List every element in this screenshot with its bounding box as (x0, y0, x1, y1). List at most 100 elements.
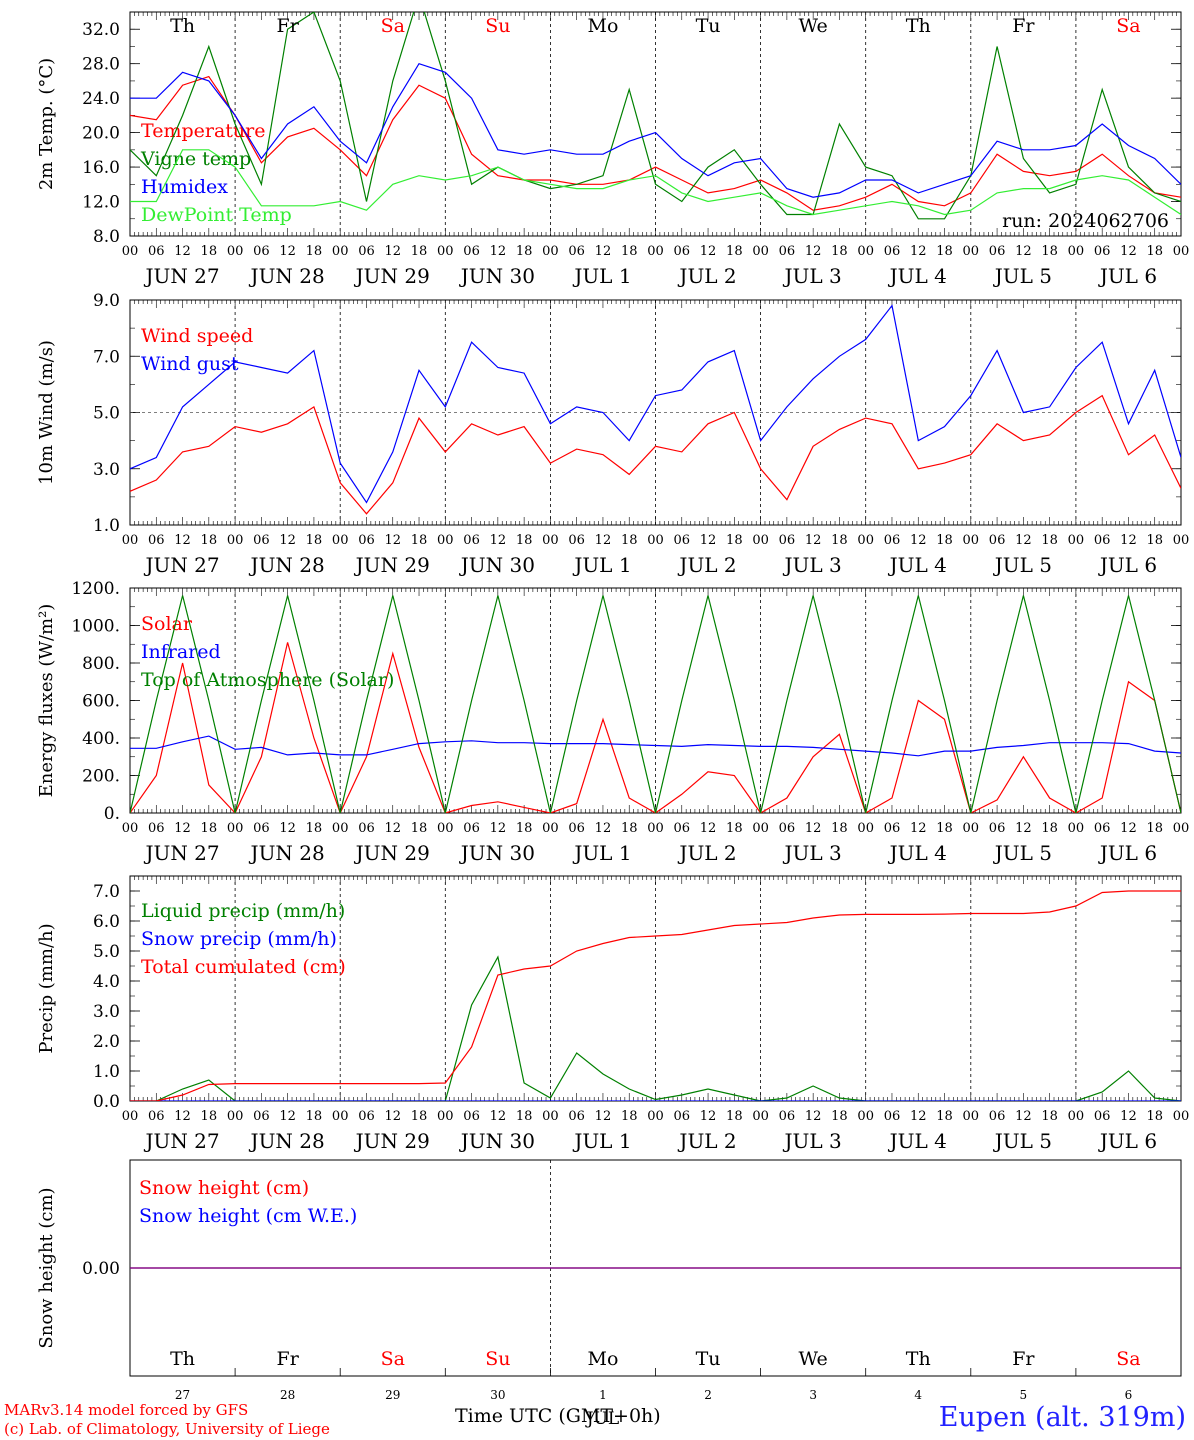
y-axis-label: Snow height (cm) (36, 1187, 57, 1348)
y-tick-label: 5.0 (93, 404, 120, 424)
y-tick-label: 24.0 (82, 89, 120, 109)
legend-entry: Wind speed (141, 325, 253, 347)
legend-entry: Total cumulated (cm) (141, 956, 346, 978)
hour-label: 06 (1094, 244, 1111, 259)
day-number-label: 28 (280, 1388, 295, 1402)
month-label: JUL (585, 1409, 619, 1429)
hour-label: 12 (490, 533, 507, 548)
hour-label: 06 (989, 1109, 1006, 1124)
weekday-label: Fr (1012, 1348, 1035, 1370)
hour-label: 06 (1094, 533, 1111, 548)
hour-label: 00 (437, 533, 454, 548)
hour-label: 06 (253, 244, 270, 259)
hour-label: 00 (752, 821, 769, 836)
hour-label: 00 (332, 1109, 349, 1124)
day-label: JUL 4 (888, 841, 947, 865)
day-label: JUL 5 (993, 1129, 1052, 1153)
hour-label: 00 (1068, 821, 1085, 836)
hour-label: 12 (700, 1109, 717, 1124)
hour-label: 00 (542, 244, 559, 259)
hour-label: 06 (1094, 1109, 1111, 1124)
hour-label: 00 (647, 244, 664, 259)
hour-label: 18 (831, 821, 848, 836)
day-label: JUL 1 (572, 264, 631, 288)
y-tick-label: 20.0 (82, 124, 120, 144)
hour-label: 00 (332, 533, 349, 548)
hour-label: 18 (831, 1109, 848, 1124)
day-label: JUL 5 (993, 841, 1052, 865)
hour-label: 18 (201, 821, 218, 836)
y-axis-label: 10m Wind (m/s) (36, 340, 57, 485)
hour-label: 18 (936, 244, 953, 259)
hour-label: 12 (805, 533, 822, 548)
hour-label: 06 (674, 1109, 691, 1124)
hour-label: 06 (989, 533, 1006, 548)
series-line-humidex (130, 62, 1181, 198)
plot-frame (129, 587, 1182, 814)
hour-label: 00 (122, 1109, 139, 1124)
series-line-temperature (130, 75, 1181, 211)
hour-label: 12 (490, 821, 507, 836)
hour-label: 06 (779, 244, 796, 259)
day-label: JUL 2 (677, 264, 736, 288)
hour-label: 12 (490, 244, 507, 259)
y-axis-label: Precip (mm/h) (36, 923, 57, 1053)
hour-label: 18 (726, 821, 743, 836)
y-tick-label: 4.0 (93, 972, 120, 992)
hour-label: 12 (700, 533, 717, 548)
y-tick-label: 0.0 (93, 1092, 120, 1112)
hour-label: 00 (963, 533, 980, 548)
y-tick-label: 16.0 (82, 158, 120, 178)
weekday-label: Su (485, 1348, 510, 1370)
hour-label: 12 (1120, 244, 1137, 259)
day-label: JUL 4 (888, 553, 947, 577)
legend-entry: Snow precip (mm/h) (141, 928, 337, 950)
day-label: JUN 29 (354, 264, 430, 288)
hour-label: 18 (411, 244, 428, 259)
weekday-label: Fr (1012, 15, 1035, 37)
hour-label: 12 (1015, 821, 1032, 836)
hour-label: 00 (752, 244, 769, 259)
y-tick-label: 2.0 (93, 1032, 120, 1052)
y-tick-label: 1.0 (93, 1062, 120, 1082)
hour-label: 06 (779, 1109, 796, 1124)
hour-label: 00 (227, 821, 244, 836)
hour-label: 00 (1173, 533, 1190, 548)
hour-label: 12 (595, 244, 612, 259)
hour-label: 12 (595, 533, 612, 548)
hour-label: 18 (306, 1109, 323, 1124)
legend-entry: Wind gust (141, 353, 239, 375)
hour-label: 06 (253, 1109, 270, 1124)
y-tick-label: 12.0 (82, 193, 120, 213)
hour-label: 06 (463, 1109, 480, 1124)
hour-label: 12 (174, 533, 191, 548)
hour-label: 00 (1068, 1109, 1085, 1124)
weekday-label: Sa (1116, 1348, 1140, 1370)
hour-label: 00 (437, 821, 454, 836)
hour-label: 18 (411, 1109, 428, 1124)
weekday-label: Tu (696, 1348, 721, 1370)
day-label: JUL 2 (677, 1129, 736, 1153)
hour-label: 06 (674, 821, 691, 836)
hour-label: 12 (279, 244, 296, 259)
hour-label: 00 (1068, 244, 1085, 259)
y-tick-label: 1000. (71, 617, 120, 637)
day-label: JUL 3 (783, 553, 842, 577)
day-label: JUL 1 (572, 841, 631, 865)
day-label: JUL 4 (888, 1129, 947, 1153)
weekday-label: Th (170, 1348, 195, 1370)
hour-label: 06 (568, 1109, 585, 1124)
hour-label: 12 (700, 821, 717, 836)
series-line-wind-speed (130, 394, 1181, 515)
hour-label: 00 (332, 821, 349, 836)
hour-label: 06 (253, 533, 270, 548)
hour-label: 18 (516, 821, 533, 836)
y-tick-label: 1.0 (93, 516, 120, 536)
hour-label: 12 (384, 1109, 401, 1124)
day-label: JUL 3 (783, 1129, 842, 1153)
day-number-label: 3 (809, 1388, 817, 1402)
hour-label: 06 (148, 821, 165, 836)
day-number-label: 30 (490, 1388, 505, 1402)
series-line-top-of-atmosphere-solar- (130, 595, 1181, 813)
hour-label: 00 (542, 821, 559, 836)
